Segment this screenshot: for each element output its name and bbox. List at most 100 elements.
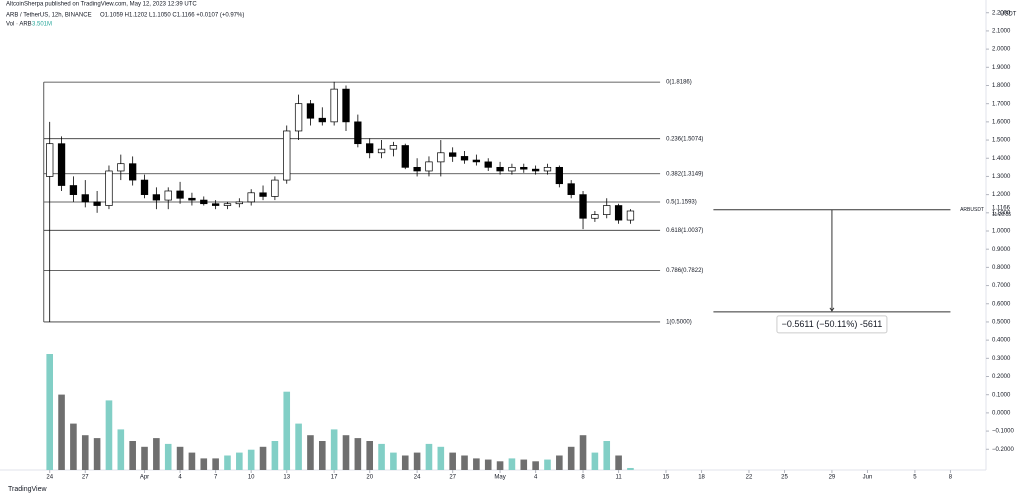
fib-label: 1(0.5000): [666, 320, 692, 326]
candle-body: [437, 152, 445, 163]
fib-label: 0.382(1.3149): [666, 171, 703, 177]
candle-body: [188, 197, 196, 201]
candle-body: [591, 214, 599, 219]
candle-body: [626, 210, 635, 221]
volume-bar: [70, 423, 77, 470]
y-tick-label: 1.0000: [992, 229, 1011, 235]
y-tick-label: 0.9000: [992, 247, 1011, 253]
candle-body: [401, 145, 409, 168]
volume-bar: [295, 423, 302, 470]
y-tick-label: 2.0000: [992, 47, 1011, 53]
y-tick-label: 1.5000: [992, 138, 1011, 144]
candle-body: [449, 152, 457, 157]
candle-body: [531, 168, 540, 172]
candle-body: [366, 143, 374, 154]
candle-body: [342, 88, 350, 123]
candle-body: [543, 166, 552, 172]
volume-bar: [247, 449, 255, 470]
volume-bar: [129, 441, 136, 470]
y-tick-label: 1.9000: [992, 65, 1011, 71]
candle-body: [105, 170, 113, 206]
measure-arrowhead: [829, 307, 835, 312]
volume-bar: [413, 452, 421, 470]
fib-label: 0.236(1.5074): [666, 136, 703, 142]
y-tick-label: 1.4000: [992, 156, 1011, 162]
y-tick-label: −0.1000: [992, 429, 1015, 435]
volume-bar: [307, 435, 314, 470]
candle-body: [603, 205, 611, 215]
candle-body: [294, 103, 303, 132]
x-tick-label: 8: [949, 475, 953, 481]
volume-bar: [259, 446, 267, 470]
volume-bar: [603, 441, 611, 470]
volume-bar: [390, 452, 397, 470]
ohlc-line: O1.1059 H1.1202 L1.1050 C1.1166 +0.0107 …: [100, 13, 244, 19]
volume-bar: [544, 459, 551, 470]
candle-body: [389, 145, 398, 150]
candle-body: [508, 166, 516, 172]
y-tick-label: 1.8000: [992, 83, 1011, 89]
volume-bar: [164, 443, 172, 470]
fib-label: 0.618(1.0037): [666, 228, 703, 234]
x-tick-label: 15: [663, 475, 670, 481]
candle-body: [164, 190, 172, 201]
candle-body: [460, 156, 469, 161]
y-tick-label: 1.7000: [992, 101, 1011, 107]
y-tick-label: 0.5000: [992, 320, 1011, 326]
candle-body: [425, 161, 433, 172]
volume-bar: [473, 458, 480, 470]
volume-bar: [508, 458, 516, 470]
y-tick-label: 0.1000: [992, 392, 1011, 398]
volume-bar: [46, 354, 54, 470]
y-tick-label: 0.6000: [992, 301, 1011, 307]
y-tick-label: −0.2000: [992, 447, 1015, 453]
candle-body: [271, 179, 279, 197]
candle-body: [259, 192, 267, 197]
candle-body: [211, 203, 220, 206]
x-tick-label: 4: [534, 475, 538, 481]
y-tick-label: 1.1000: [992, 210, 1011, 216]
x-tick-label: 4: [178, 475, 182, 481]
volume-bar: [627, 467, 634, 470]
volume-bar: [425, 443, 433, 470]
y-tick-label: 0.2000: [992, 374, 1011, 380]
volume-bar: [496, 461, 504, 470]
candle-body: [69, 185, 78, 195]
y-tick-label: 1.2000: [992, 192, 1011, 198]
volume-bar: [105, 400, 113, 470]
volume-bar: [567, 446, 575, 470]
volume-bar: [200, 458, 208, 470]
volume-bar: [58, 394, 65, 470]
y-tick-label: 2.1000: [992, 28, 1011, 34]
candle-body: [46, 143, 54, 177]
x-tick-label: Apr: [140, 475, 149, 481]
candle-body: [472, 159, 481, 163]
volume-bar: [615, 455, 622, 470]
candle-body: [117, 163, 125, 172]
y-tick-label: 0.0000: [992, 410, 1011, 416]
volume-bar: [153, 438, 160, 470]
candle-body: [330, 88, 338, 123]
x-tick-label: 5: [913, 475, 917, 481]
volume-bar: [556, 455, 563, 470]
x-tick-label: Jun: [863, 475, 873, 481]
x-tick-label: 17: [331, 475, 338, 481]
candle-body: [579, 194, 587, 219]
volume-title: Vol · ARB: [6, 22, 32, 28]
candle-body: [247, 192, 255, 203]
candle-body: [283, 130, 291, 181]
last-price: 1.1166: [992, 205, 1011, 211]
candle-body: [57, 143, 66, 186]
volume-bar: [318, 441, 326, 470]
candle-body: [377, 148, 386, 154]
y-tick-label: 1.3000: [992, 174, 1011, 180]
volume-bar: [212, 458, 219, 470]
fib-label: 0.786(0.7822): [666, 268, 703, 274]
currency: USDT: [1000, 12, 1017, 18]
volume-bar: [532, 461, 539, 470]
candle-body: [235, 201, 243, 205]
candle-body: [140, 179, 149, 195]
candle-body: [614, 205, 623, 221]
volume-bar: [236, 452, 243, 470]
